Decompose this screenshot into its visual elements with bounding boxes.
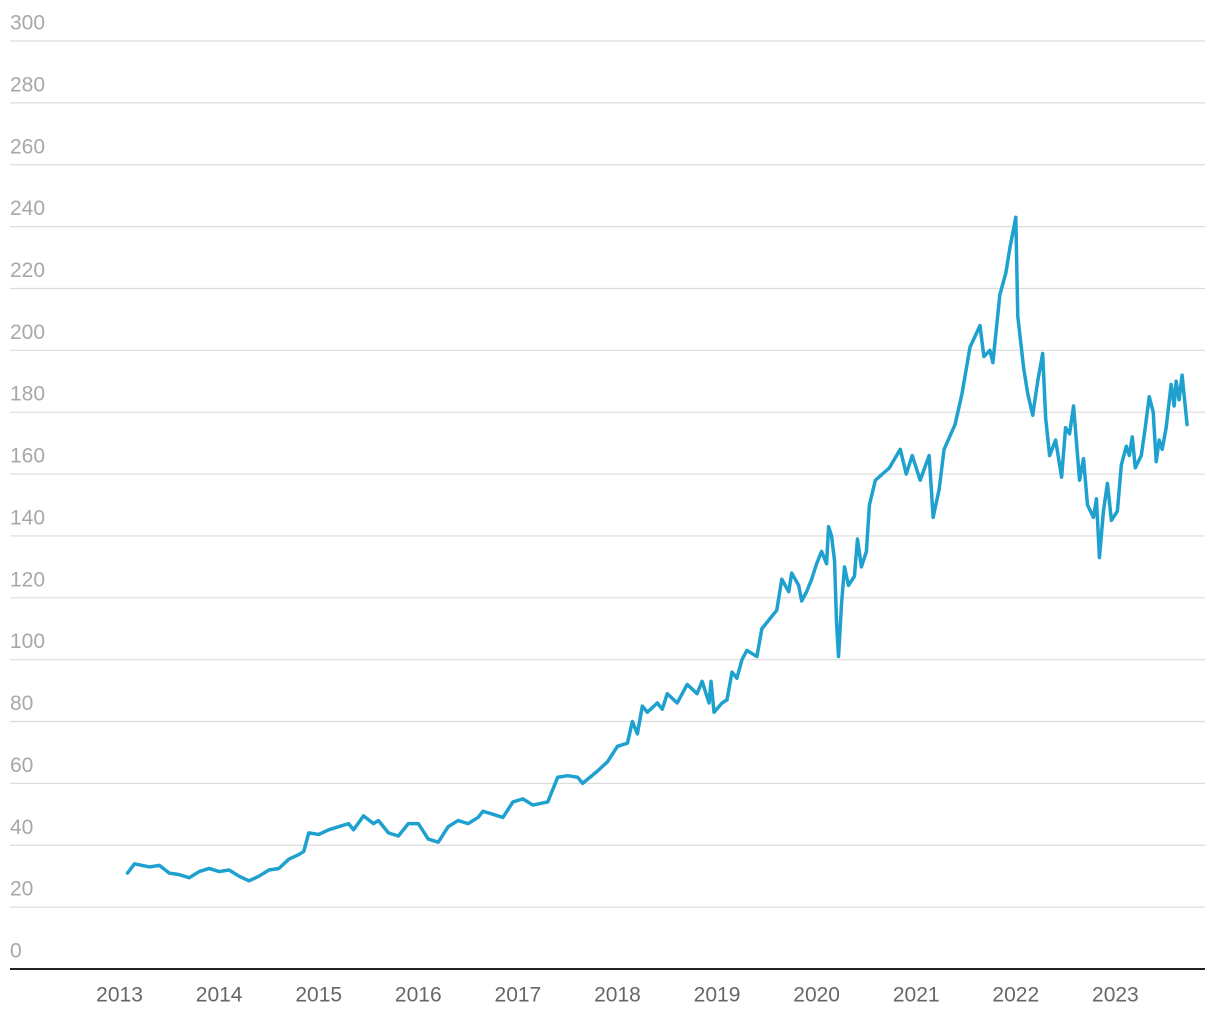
- y-tick-label: 40: [10, 816, 33, 839]
- x-tick-label: 2016: [395, 984, 442, 1007]
- x-tick-label: 2017: [495, 984, 542, 1007]
- x-tick-label: 2019: [694, 984, 741, 1007]
- y-tick-label: 240: [10, 197, 45, 220]
- y-tick-label: 140: [10, 506, 45, 529]
- y-tick-label: 220: [10, 259, 45, 282]
- x-tick-label: 2013: [96, 984, 143, 1007]
- y-tick-label: 300: [10, 12, 45, 35]
- y-tick-label: 0: [10, 940, 22, 963]
- x-tick-label: 2018: [594, 984, 641, 1007]
- x-tick-label: 2021: [893, 984, 940, 1007]
- y-tick-label: 120: [10, 568, 45, 591]
- y-tick-label: 20: [10, 878, 33, 901]
- y-tick-label: 260: [10, 135, 45, 158]
- x-tick-label: 2020: [793, 984, 840, 1007]
- price-line: [125, 215, 1189, 883]
- x-tick-label: 2023: [1092, 984, 1139, 1007]
- y-tick-label: 80: [10, 692, 33, 715]
- y-tick-label: 160: [10, 445, 45, 468]
- x-tick-label: 2014: [196, 984, 243, 1007]
- y-tick-label: 200: [10, 321, 45, 344]
- y-tick-label: 180: [10, 383, 45, 406]
- x-tick-label: 2022: [992, 984, 1039, 1007]
- y-tick-label: 100: [10, 630, 45, 653]
- y-tick-label: 280: [10, 73, 45, 96]
- x-tick-label: 2015: [295, 984, 342, 1007]
- y-tick-label: 60: [10, 754, 33, 777]
